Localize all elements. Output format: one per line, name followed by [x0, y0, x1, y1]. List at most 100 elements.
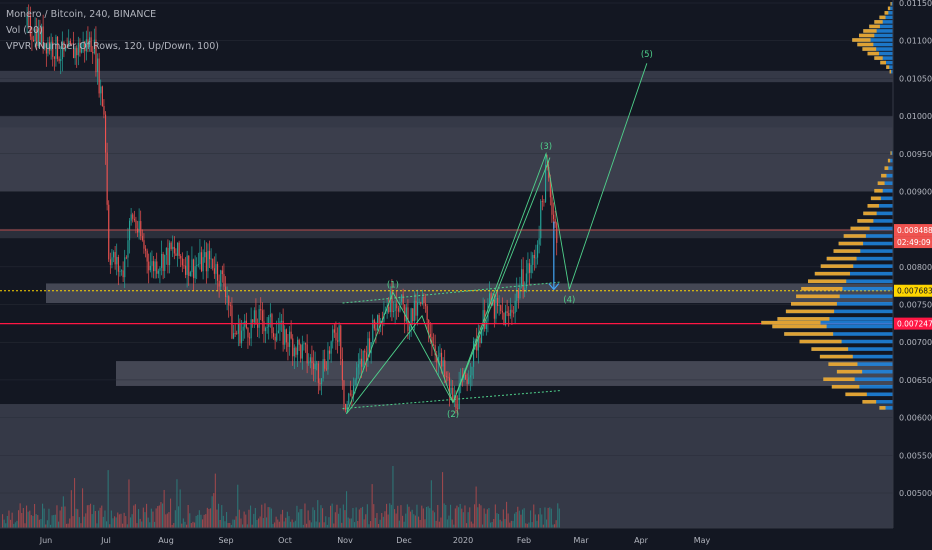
- vp-row-down: [889, 69, 892, 74]
- candle-body: [229, 305, 231, 307]
- volume-bar: [38, 519, 40, 528]
- vp-row-up: [880, 60, 893, 65]
- candle-body: [221, 270, 223, 275]
- vp-row-up: [890, 2, 893, 6]
- volume-bar: [115, 517, 117, 528]
- candle-body: [237, 323, 239, 334]
- candle-body: [209, 250, 211, 260]
- candle-body: [113, 252, 115, 258]
- candle-body: [212, 258, 214, 269]
- candle-body: [175, 253, 177, 256]
- vp-row-down: [836, 369, 863, 374]
- vp-row-down: [880, 60, 886, 65]
- volume-bar: [456, 505, 458, 528]
- volume-bar: [72, 516, 74, 528]
- channel-line: [342, 281, 562, 304]
- volume-bar: [509, 522, 511, 528]
- vp-row-down: [863, 211, 877, 216]
- vp-row-up: [799, 339, 893, 344]
- volume-bar: [48, 508, 50, 528]
- candle-body: [60, 58, 62, 62]
- vp-row-down: [857, 42, 874, 47]
- candle-body: [441, 352, 443, 367]
- volume-bar: [226, 512, 228, 528]
- volume-bar: [387, 514, 389, 528]
- candle-body: [153, 261, 155, 272]
- candle-body: [169, 242, 171, 266]
- volume-bar: [54, 514, 56, 528]
- candle-body: [84, 41, 86, 52]
- volume-bar: [346, 491, 348, 528]
- vp-row-up: [836, 369, 893, 374]
- candle-body: [389, 291, 391, 313]
- volume-bar: [176, 479, 178, 528]
- countdown-label: 02:49:09: [897, 238, 931, 247]
- volume-bar: [453, 524, 455, 528]
- vp-row-down: [874, 56, 883, 60]
- volume-bar: [186, 524, 188, 528]
- vp-row-down: [828, 362, 858, 366]
- candle-body: [257, 324, 259, 328]
- vp-row-down: [884, 166, 889, 170]
- volume-bar: [117, 512, 119, 528]
- volume-bar: [517, 506, 519, 528]
- volume-bar: [374, 518, 376, 528]
- time-tick-label: Nov: [337, 536, 353, 545]
- vp-row-up: [887, 6, 893, 11]
- vp-row-down: [845, 392, 867, 397]
- candle-body: [540, 201, 542, 239]
- vp-row-up: [838, 241, 893, 246]
- vp-row-up: [870, 196, 893, 201]
- volume-bar: [405, 513, 407, 528]
- volume-bar: [459, 503, 461, 528]
- volume-bar: [74, 478, 76, 528]
- volume-bar: [312, 507, 314, 528]
- candle-body: [429, 333, 431, 337]
- candle-body: [210, 258, 212, 260]
- volume-bar: [480, 505, 482, 528]
- candle-body: [556, 223, 558, 243]
- candle-body: [466, 379, 468, 384]
- volume-bar: [45, 524, 47, 528]
- candle-body: [277, 330, 279, 334]
- candle-body: [356, 367, 358, 380]
- candle-body: [455, 394, 457, 409]
- volume-bar: [96, 523, 98, 528]
- volume-bar: [357, 520, 359, 528]
- candle-body: [545, 165, 547, 202]
- candle-body: [202, 257, 204, 272]
- candle-body: [45, 42, 47, 54]
- candle-body: [121, 270, 123, 272]
- volume-bar: [510, 520, 512, 528]
- volume-bar: [131, 514, 133, 528]
- volume-bar: [178, 506, 180, 528]
- candle-body: [185, 265, 187, 275]
- candle-body: [90, 37, 92, 52]
- candle-body: [378, 315, 380, 324]
- candle-body: [231, 305, 233, 339]
- candle-body: [391, 291, 393, 313]
- time-axis[interactable]: Jun Jul Aug Sep Oct Nov Dec 2020 Feb Mar Apr May: [0, 527, 893, 550]
- volume-bar: [224, 521, 226, 528]
- candle-body: [399, 301, 401, 312]
- candle-body: [444, 360, 446, 377]
- time-tick-label: Aug: [158, 536, 174, 545]
- candle-body: [367, 338, 369, 361]
- volume-bar: [173, 523, 175, 528]
- volume-bar: [29, 510, 31, 528]
- volume-bar: [141, 521, 143, 528]
- vp-row-down: [819, 354, 853, 359]
- volume-bar: [240, 518, 242, 528]
- volume-bar: [515, 512, 517, 528]
- volume-bar: [328, 517, 330, 528]
- volume-bar: [330, 505, 332, 528]
- vp-row-up: [820, 264, 893, 268]
- candle-body: [201, 252, 203, 272]
- volume-bar: [195, 515, 197, 528]
- volume-bar: [403, 521, 405, 528]
- candle-body: [532, 254, 534, 265]
